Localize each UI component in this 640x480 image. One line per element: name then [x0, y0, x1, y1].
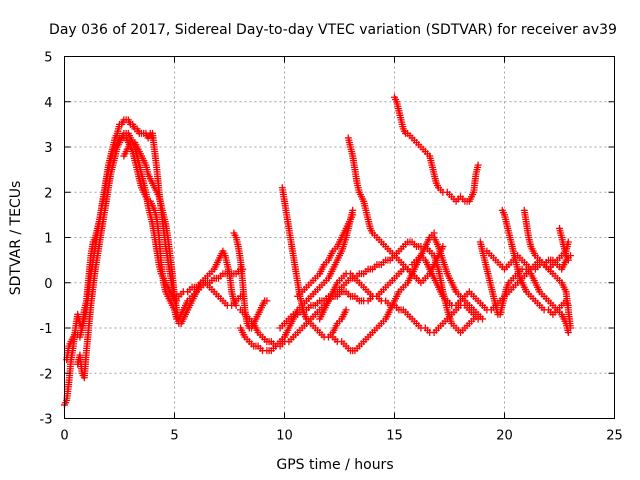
x-tick-label: 20	[496, 429, 513, 444]
x-tick-labels: 0 5 10 15 20 25	[60, 429, 622, 444]
x-tick-label: 25	[606, 429, 623, 444]
data-point	[564, 256, 572, 264]
series-track-15	[391, 93, 482, 205]
y-tick-label: -1	[40, 322, 53, 337]
series-track-22	[556, 224, 572, 264]
series-track-11	[294, 211, 357, 300]
x-tick-label: 10	[276, 429, 293, 444]
series-track-5	[149, 129, 181, 305]
series-track-12	[344, 134, 447, 287]
y-tick-labels: -3 -2 -1 0 1 2 3 4 5	[40, 51, 53, 428]
data-point	[173, 297, 181, 305]
series-track-13	[316, 265, 420, 323]
x-tick-label: 5	[170, 429, 178, 444]
data-point	[474, 161, 482, 169]
y-tick-label: 2	[44, 186, 52, 201]
data-point	[567, 324, 574, 332]
data-point	[263, 297, 271, 305]
y-tick-label: -2	[40, 367, 53, 382]
x-tick-label: 15	[386, 429, 403, 444]
chart-title: Day 036 of 2017, Sidereal Day-to-day VTE…	[49, 22, 617, 38]
data-point	[479, 315, 486, 323]
y-tick-label: 3	[44, 141, 52, 156]
data-point	[413, 274, 420, 282]
data-point	[232, 301, 240, 309]
data-markers	[61, 93, 574, 409]
y-tick-label: 4	[44, 96, 52, 111]
data-point	[349, 211, 357, 219]
y-tick-label: 1	[44, 232, 52, 247]
x-tick-label: 0	[60, 429, 68, 444]
axis-ticks	[64, 56, 615, 419]
y-axis-label: SDTVAR / TECUs	[8, 181, 24, 296]
series-track-18	[476, 238, 572, 337]
y-tick-label: 5	[44, 51, 52, 66]
data-point	[564, 329, 572, 337]
series-track-17	[430, 234, 486, 323]
series-track-21	[520, 206, 574, 332]
y-tick-label: 0	[44, 277, 52, 292]
y-tick-label: -3	[40, 413, 53, 428]
data-point	[342, 306, 350, 314]
series-track-10	[278, 184, 350, 341]
x-axis-label: GPS time / hours	[276, 457, 393, 473]
